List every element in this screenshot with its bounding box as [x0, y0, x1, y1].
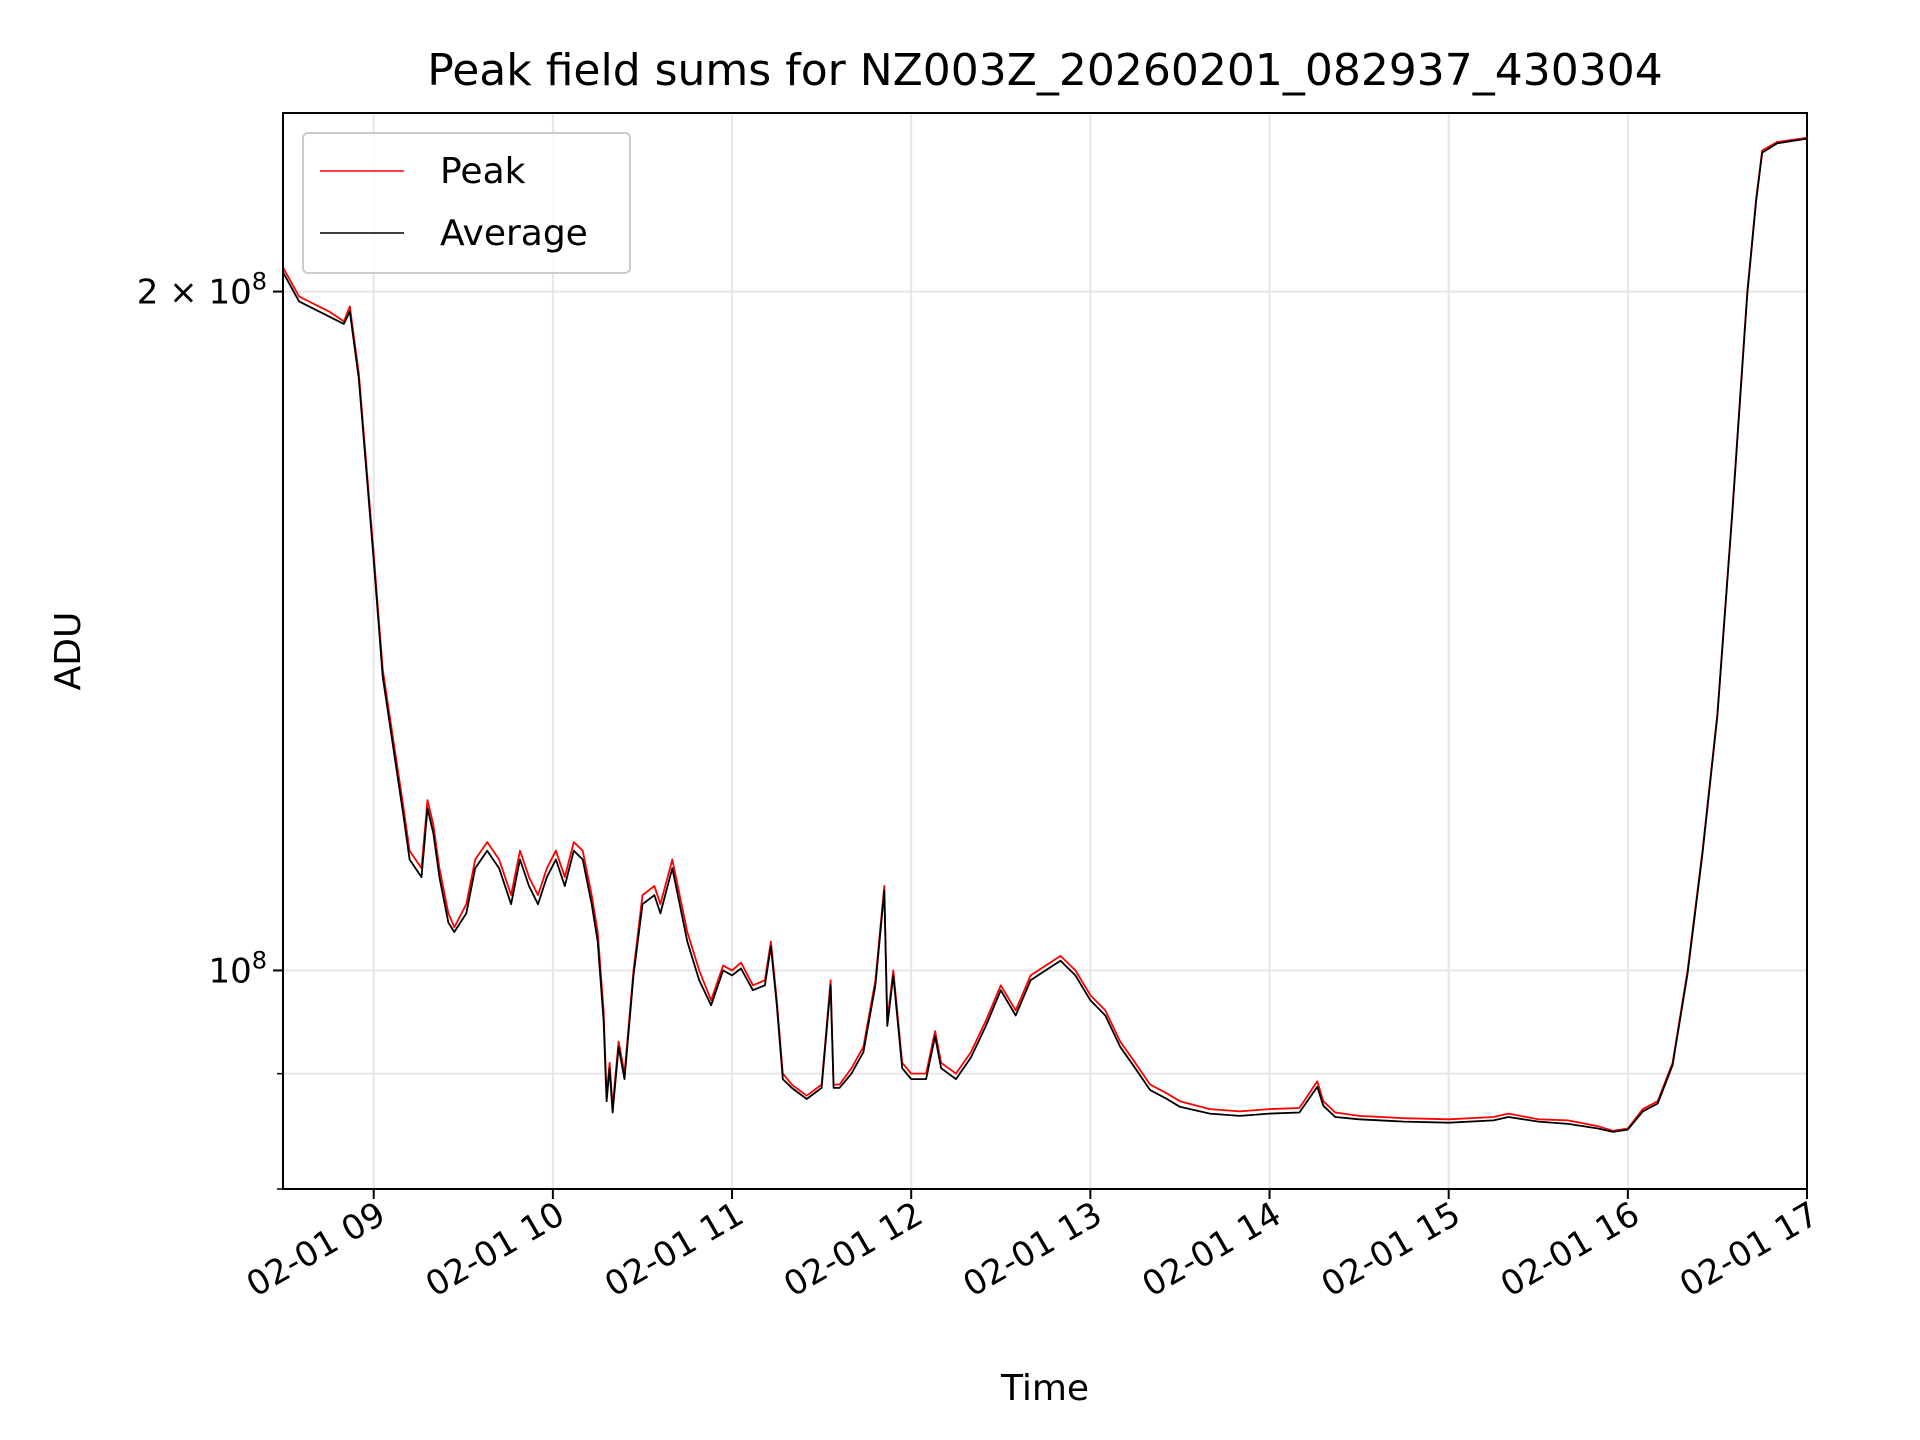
series-line-average — [282, 137, 1808, 1133]
legend-label-average: Average — [440, 213, 588, 254]
y-axis-ticks: 108 2 × 108 — [137, 268, 283, 1190]
legend: Peak Average — [302, 132, 631, 274]
series-layer — [282, 136, 1808, 1133]
y-tick-label: 108 — [208, 946, 267, 991]
legend-label-peak: Peak — [440, 151, 526, 192]
x-axis-label: Time — [1000, 1368, 1089, 1409]
legend-box — [302, 132, 631, 274]
chart-title: Peak field sums for NZ003Z_20260201_0829… — [427, 45, 1663, 96]
y-tick-label: 2 × 108 — [137, 268, 267, 313]
plot-frame — [282, 112, 1808, 1190]
y-axis-label: ADU — [48, 612, 89, 691]
